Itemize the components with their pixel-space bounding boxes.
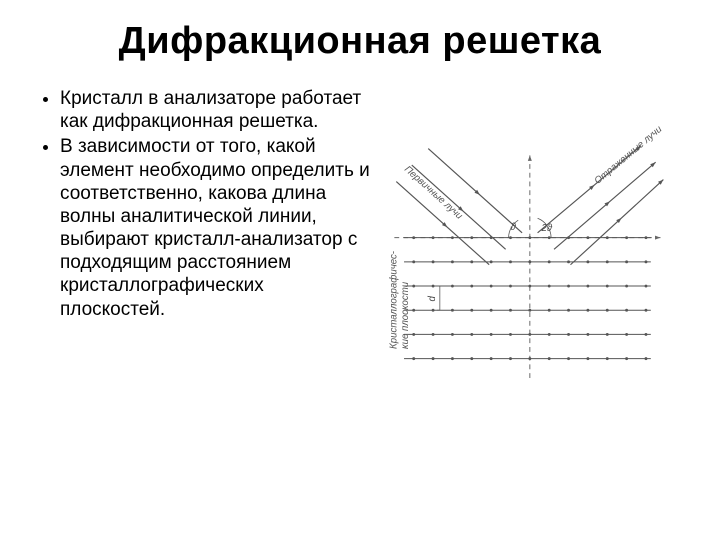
svg-text:2ϑ: 2ϑ: [540, 223, 552, 234]
diffraction-diagram: ϑ2ϑdПервичные лучиОтраженные лучиКристал…: [375, 107, 675, 407]
bullet-list: Кристалл в анализаторе работает как дифр…: [40, 87, 370, 321]
svg-text:кие плоскости: кие плоскости: [400, 281, 411, 349]
slide-body: Кристалл в анализаторе работает как дифр…: [40, 87, 680, 407]
figure-column: ϑ2ϑdПервичные лучиОтраженные лучиКристал…: [370, 87, 680, 407]
slide: Дифракционная решетка Кристалл в анализа…: [0, 0, 720, 540]
svg-text:Отраженные лучи: Отраженные лучи: [592, 124, 664, 187]
svg-text:Кристаллографичес-: Кристаллографичес-: [388, 251, 399, 349]
text-column: Кристалл в анализаторе работает как дифр…: [40, 87, 370, 407]
slide-title: Дифракционная решетка: [40, 20, 680, 63]
svg-text:d: d: [427, 296, 438, 302]
svg-text:ϑ: ϑ: [510, 222, 516, 233]
bullet-item: В зависимости от того, какой элемент нео…: [60, 135, 370, 320]
bullet-item: Кристалл в анализаторе работает как дифр…: [60, 87, 370, 133]
